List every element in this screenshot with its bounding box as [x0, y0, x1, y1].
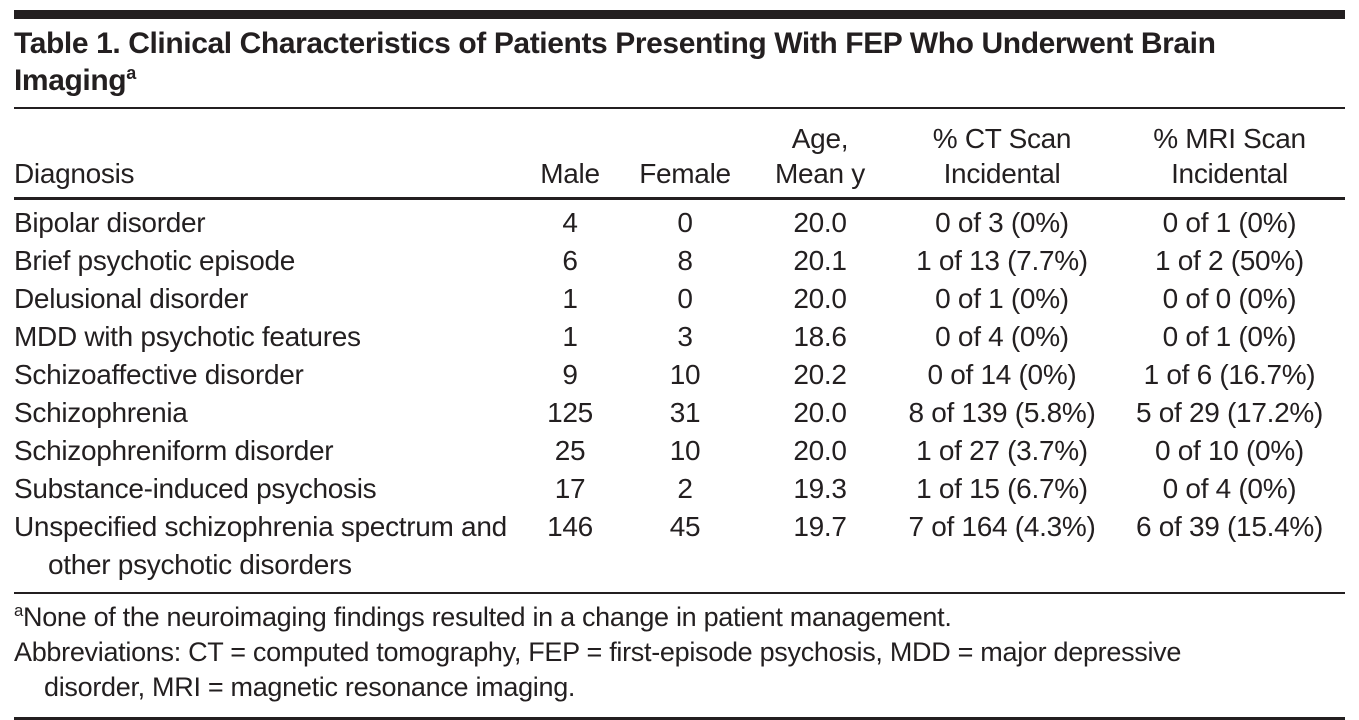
table-row: Delusional disorder 1 0 20.0 0 of 1 (0%) 0 of…: [14, 280, 1345, 318]
table-title: Table 1. Clinical Characteristics of Pat…: [14, 25, 1314, 99]
male-cell: 146: [547, 511, 593, 542]
mri-incidental-cell: 0 of 1 (0%): [1162, 321, 1297, 352]
ct-incidental-cell: 1 of 15 (6.7%): [916, 473, 1088, 504]
diagnosis-cell: Unspecified schizophrenia spectrum and o…: [14, 511, 507, 580]
male-cell: 25: [554, 435, 586, 466]
mri-incidental-cell: 5 of 29 (17.2%): [1136, 397, 1323, 428]
ct-incidental-cell: 0 of 4 (0%): [935, 321, 1069, 352]
female-cell: 8: [677, 245, 693, 276]
mri-incidental-cell: 6 of 39 (15.4%): [1136, 511, 1323, 542]
female-cell: 45: [669, 511, 701, 542]
table-row: MDD with psychotic features 1 3 18.6 0 of 4 …: [14, 318, 1345, 356]
col-header-mri-scan-incidental: % MRI Scan Incidental: [1114, 109, 1345, 200]
male-cell: 6: [562, 245, 578, 276]
age-cell: 20.0: [793, 435, 847, 466]
male-cell: 9: [562, 359, 578, 390]
mri-incidental-cell: 0 of 0 (0%): [1162, 283, 1297, 314]
female-cell: 3: [677, 321, 693, 352]
ct-incidental-cell: 8 of 139 (5.8%): [908, 397, 1096, 428]
male-cell: 1: [562, 283, 578, 314]
diagnosis-cell: Delusional disorder: [14, 283, 248, 314]
ct-incidental-cell: 0 of 14 (0%): [927, 359, 1077, 390]
table-top-bar: [14, 10, 1345, 19]
clinical-characteristics-table: Diagnosis Male Female Age, Mean y % CT S…: [14, 109, 1345, 584]
table-row: Bipolar disorder 4 0 20.0 0 of 3 (0%) 0 of 1 …: [14, 199, 1345, 243]
ct-incidental-cell: 0 of 3 (0%): [935, 207, 1069, 238]
col-header-age-mean-y: Age, Mean y: [750, 109, 890, 200]
footnote-abbreviations: Abbreviations: CT = computed tomography,…: [14, 637, 1182, 702]
diagnosis-cell: Brief psychotic episode: [14, 245, 296, 276]
footnote-a: aNone of the neuroimaging findings resul…: [14, 600, 1345, 635]
table-row: Schizophreniform disorder 25 10 20.0 1 of 27…: [14, 432, 1345, 470]
mri-incidental-cell: 0 of 4 (0%): [1162, 473, 1297, 504]
col-header-female: Female: [620, 109, 750, 200]
male-cell: 4: [562, 207, 578, 238]
age-cell: 19.3: [793, 473, 847, 504]
age-cell: 18.6: [793, 321, 847, 352]
table-row: Unspecified schizophrenia spectrum and o…: [14, 508, 1345, 584]
male-cell: 17: [554, 473, 586, 504]
diagnosis-cell: Schizophrenia: [14, 397, 188, 428]
mri-incidental-cell: 0 of 10 (0%): [1155, 435, 1304, 466]
ct-incidental-cell: 0 of 1 (0%): [935, 283, 1069, 314]
age-cell: 20.1: [793, 245, 847, 276]
table-row: Schizoaffective disorder 9 10 20.2 0 of 14 (…: [14, 356, 1345, 394]
male-cell: 125: [547, 397, 593, 428]
age-cell: 20.0: [793, 397, 847, 428]
mri-incidental-cell: 1 of 6 (16.7%): [1143, 359, 1316, 390]
diagnosis-cell: Bipolar disorder: [14, 207, 206, 238]
table-row: Brief psychotic episode 6 8 20.1 1 of 13 (7.…: [14, 242, 1345, 280]
mri-incidental-cell: 0 of 1 (0%): [1162, 207, 1297, 238]
female-cell: 31: [669, 397, 701, 428]
diagnosis-cell: MDD with psychotic features: [14, 321, 361, 352]
diagnosis-cell: Substance-induced psychosis: [14, 473, 377, 504]
table-row: Schizophrenia 125 31 20.0 8 of 139 (5.8%) 5 o…: [14, 394, 1345, 432]
table-body: Bipolar disorder 4 0 20.0 0 of 3 (0%) 0 of 1 …: [14, 199, 1345, 585]
age-cell: 20.0: [793, 207, 847, 238]
female-cell: 10: [669, 359, 701, 390]
male-cell: 1: [562, 321, 578, 352]
col-header-ct-scan-incidental: % CT Scan Incidental: [890, 109, 1114, 200]
diagnosis-cell: Schizophreniform disorder: [14, 435, 334, 466]
footnote-a-text: None of the neuroimaging findings result…: [23, 602, 952, 632]
diagnosis-cell: Schizoaffective disorder: [14, 359, 304, 390]
mri-incidental-cell: 1 of 2 (50%): [1155, 245, 1304, 276]
female-cell: 0: [677, 283, 693, 314]
footnote-a-marker: a: [14, 601, 24, 620]
age-cell: 19.7: [793, 511, 847, 542]
table-header: Diagnosis Male Female Age, Mean y % CT S…: [14, 109, 1345, 200]
table-row: Substance-induced psychosis 17 2 19.3 1 of 1…: [14, 470, 1345, 508]
age-cell: 20.2: [793, 359, 847, 390]
female-cell: 10: [669, 435, 701, 466]
col-header-diagnosis: Diagnosis: [14, 109, 520, 200]
ct-incidental-cell: 7 of 164 (4.3%): [908, 511, 1096, 542]
ct-incidental-cell: 1 of 27 (3.7%): [916, 435, 1088, 466]
female-cell: 0: [677, 207, 693, 238]
table-header-row: Diagnosis Male Female Age, Mean y % CT S…: [14, 109, 1345, 200]
table-footnotes: aNone of the neuroimaging findings resul…: [14, 592, 1345, 720]
female-cell: 2: [677, 473, 693, 504]
table-title-superscript: a: [126, 63, 136, 83]
ct-incidental-cell: 1 of 13 (7.7%): [916, 245, 1088, 276]
col-header-male: Male: [520, 109, 620, 200]
table-title-block: Table 1. Clinical Characteristics of Pat…: [14, 19, 1345, 109]
table-title-text: Table 1. Clinical Characteristics of Pat…: [14, 27, 1216, 97]
age-cell: 20.0: [793, 283, 847, 314]
